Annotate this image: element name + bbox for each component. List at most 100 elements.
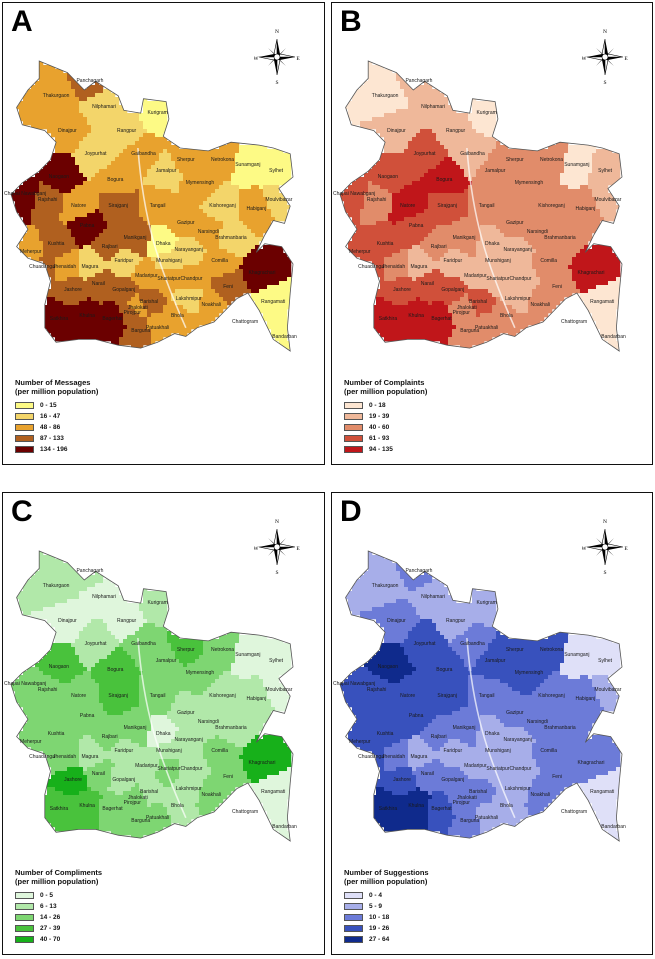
district-label: Feni <box>223 284 233 291</box>
legend-swatch <box>15 434 34 442</box>
legend-swatch <box>344 913 363 921</box>
district-label: Bagerhat <box>102 806 123 813</box>
legend-label: 19 - 26 <box>369 924 390 932</box>
legend-item: 87 - 133 <box>15 433 98 443</box>
district-label: Madaripur <box>464 762 487 769</box>
district-label: Khagrachari <box>577 269 605 276</box>
compass-south-label: S <box>603 80 606 85</box>
north-arrow-compass: N S E W <box>582 29 628 85</box>
district-label: Sherpur <box>176 156 195 163</box>
district-label: Noakhali <box>201 301 221 308</box>
district-label: Gopalganj <box>112 777 136 784</box>
district-label: Narayanganj <box>503 246 532 253</box>
district-label: Rajbari <box>430 243 447 250</box>
district-label: Feni <box>552 284 562 291</box>
district-map <box>10 550 294 842</box>
district-label: Nilphamari <box>92 104 116 111</box>
district-label: Bogura <box>436 666 453 673</box>
district-label: Lakshmipur <box>504 785 531 792</box>
district-label: Munshiganj <box>156 258 182 265</box>
panel-letter: D <box>340 495 362 528</box>
compass-east-label: E <box>296 56 300 62</box>
district-label: Chattogram <box>231 319 259 325</box>
legend-item: 14 - 26 <box>15 912 102 922</box>
panel-b: B N S E W Panchagarh Thakurgaon Nilphamari Dinaj… <box>331 2 653 465</box>
compass-east-label: E <box>624 56 628 62</box>
legend-label: 61 - 93 <box>369 434 390 442</box>
legend-title: Number of Suggestions <box>344 868 429 877</box>
district-map <box>339 60 623 352</box>
district-label: Dhaka <box>156 730 171 737</box>
district-label: Joypurhat <box>413 640 436 647</box>
legend-swatch <box>15 412 34 420</box>
district-label: Thakurgaon <box>371 92 399 99</box>
district-label: Khagrachari <box>248 759 276 766</box>
district-label: Sylhet <box>269 658 284 665</box>
district-label: Bhola <box>170 803 184 810</box>
district-label: Pabna <box>79 713 95 720</box>
country-outline <box>339 550 623 842</box>
district-label: Narayanganj <box>503 736 532 743</box>
legend-label: 27 - 64 <box>369 935 390 943</box>
district-label: Khulna <box>408 803 424 810</box>
district-label: Satkhira <box>378 316 398 323</box>
district-label: Kurigram <box>147 110 168 117</box>
panel-letter: C <box>11 495 33 528</box>
north-arrow-compass: N S E W <box>582 519 628 575</box>
river-line <box>466 637 516 819</box>
district-label: Dinajpur <box>387 127 406 134</box>
district-label: Dhaka <box>485 730 500 737</box>
district-label: Rangamati <box>590 788 615 795</box>
district-label: Panchagarh <box>405 568 433 575</box>
legend-swatch <box>344 423 363 431</box>
district-label: Rajbari <box>430 733 447 740</box>
legend-label: 134 - 196 <box>40 445 68 453</box>
legend-item: 0 - 4 <box>344 890 429 900</box>
legend-label: 0 - 4 <box>369 891 383 899</box>
district-label: Sunamganj <box>564 162 590 169</box>
legend-swatch <box>15 445 34 453</box>
district-label: Gazipur <box>506 220 524 227</box>
district-label: Barguna <box>460 327 480 334</box>
district-label: Lakshmipur <box>175 785 202 792</box>
district-label: Bandarban <box>272 823 297 830</box>
district-label: Bhola <box>170 313 184 320</box>
north-arrow-compass: N S E W <box>254 519 300 575</box>
district-label: Comilla <box>540 258 558 265</box>
district-label: Sylhet <box>598 168 613 175</box>
panel-d: D N S E W Panchagarh Thakurgaon Nilphamari Dinaj… <box>331 492 653 955</box>
district-label: Chandpur <box>180 275 203 282</box>
legend-swatch <box>344 412 363 420</box>
panel-a: A N S E W Panchagarh Thakurgaon Nilphamari Dinaj… <box>2 2 325 465</box>
district-label: Kishoreganj <box>538 693 565 699</box>
district-label: Faridpur <box>114 748 134 755</box>
district-label: Barishal <box>469 788 488 795</box>
district-label: Meherpur <box>349 739 371 746</box>
district-label: Barishal <box>469 298 488 305</box>
district-label: Manikganj <box>452 234 476 241</box>
legend-label: 40 - 70 <box>40 935 61 943</box>
district-label: Barguna <box>131 327 151 334</box>
district-label: Jashore <box>64 777 82 784</box>
district-label: Rangpur <box>446 617 466 624</box>
district-label: Patuakhali <box>474 814 499 821</box>
legend-item: 10 - 18 <box>344 912 429 922</box>
district-label: Gaibandha <box>131 640 156 647</box>
district-label: Panchagarh <box>76 568 104 575</box>
district-label: Dinajpur <box>387 617 406 624</box>
district-label: Pabna <box>79 223 95 230</box>
district-label: Netrokona <box>210 156 235 163</box>
legend-label: 87 - 133 <box>40 434 64 442</box>
district-map <box>10 60 294 352</box>
district-label: Moulvibazar <box>265 687 293 694</box>
district-label: Jhalokati <box>128 304 148 311</box>
district-label: Barishal <box>140 788 159 795</box>
district-label: Sunamganj <box>235 162 261 169</box>
district-label: Magura <box>81 753 99 760</box>
district-label: Madaripur <box>464 272 487 279</box>
district-label: Chuadanga <box>358 263 384 270</box>
district-label: Jhalokati <box>128 794 148 801</box>
district-label: Satkhira <box>378 806 398 813</box>
district-label: Moulvibazar <box>265 197 293 204</box>
district-label: Manikganj <box>123 724 147 731</box>
